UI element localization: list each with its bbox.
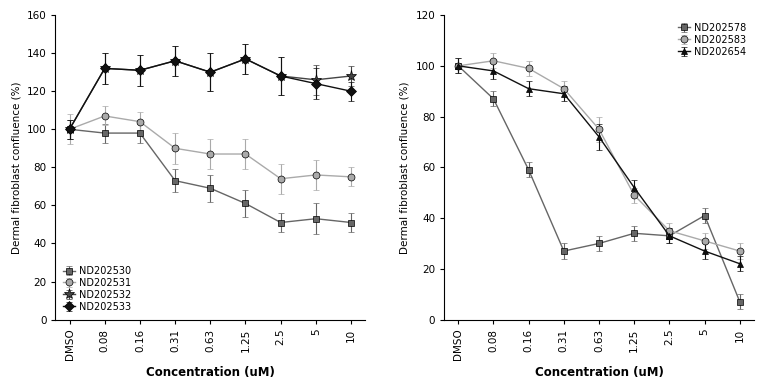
X-axis label: Concentration (uM): Concentration (uM) [146, 366, 275, 379]
X-axis label: Concentration (uM): Concentration (uM) [535, 366, 663, 379]
Y-axis label: Dermal fibroblast confluence (%): Dermal fibroblast confluence (%) [400, 81, 410, 254]
Y-axis label: Dermal fibroblast confluence (%): Dermal fibroblast confluence (%) [11, 81, 21, 254]
Legend: ND202578, ND202583, ND202654: ND202578, ND202583, ND202654 [675, 20, 749, 60]
Legend: ND202530, ND202531, ND202532, ND202533: ND202530, ND202531, ND202532, ND202533 [60, 263, 134, 315]
